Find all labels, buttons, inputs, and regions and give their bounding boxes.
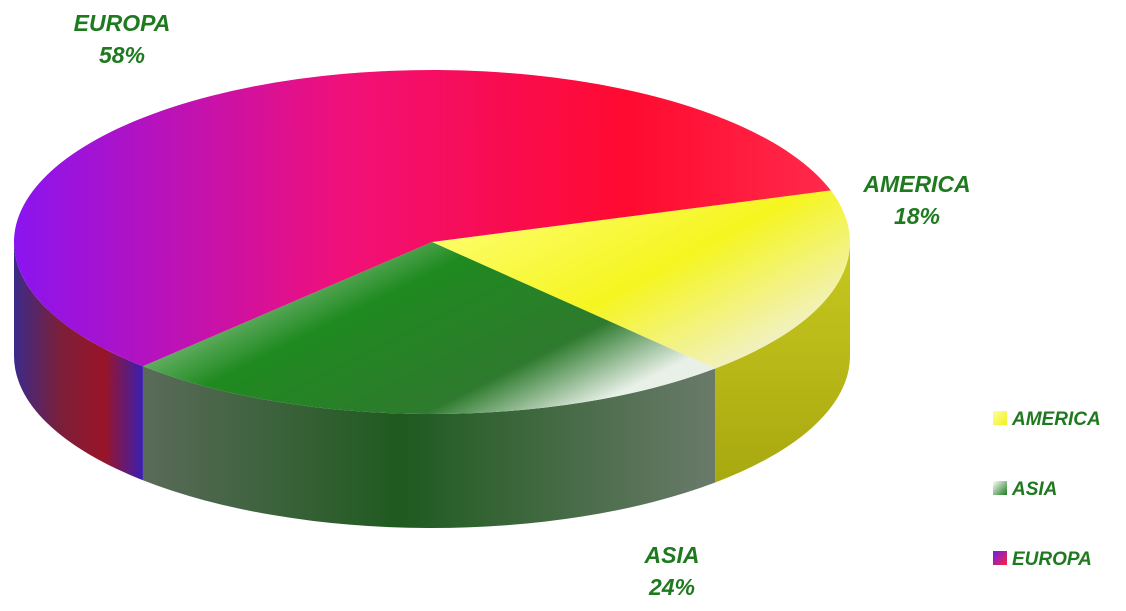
pie-side-america [715,242,850,483]
data-label-america: AMERICA 18% [862,171,970,229]
legend-label-america: AMERICA [1011,409,1101,430]
legend-label-europa: EUROPA [1012,549,1092,570]
pie-labels: AMERICA 18% ASIA 24% EUROPA 58% [74,10,971,600]
legend: AMERICA ASIA EUROPA [993,409,1101,570]
data-label-europa: EUROPA 58% [74,10,171,68]
pie-tops [14,69,851,415]
pie-slice-america [432,190,851,369]
pie-sides [14,242,850,528]
pie-slice-asia [142,242,716,415]
pie-side-asia [142,366,716,528]
legend-swatch-america [993,411,1007,425]
legend-swatch-asia [993,481,1007,495]
legend-label-asia: ASIA [1011,479,1057,500]
pie-side-europa [14,242,143,481]
legend-swatch-europa [993,551,1007,565]
pie-slice-europa [14,69,831,367]
data-label-asia: ASIA 24% [644,542,700,600]
